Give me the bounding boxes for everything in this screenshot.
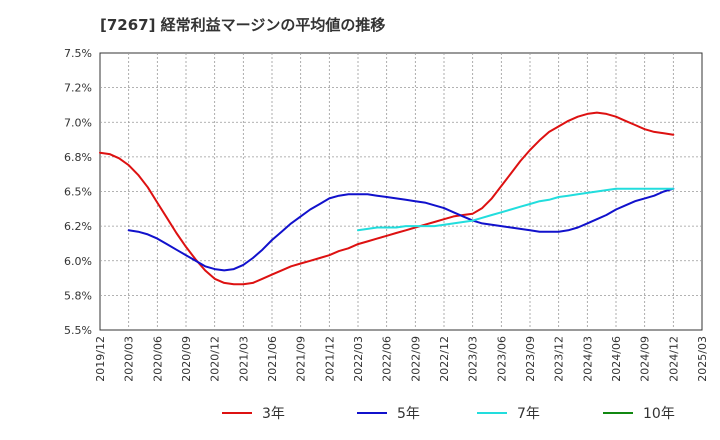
series-line-3年 — [99, 111, 675, 286]
series-line-7年 — [357, 187, 675, 232]
y-tick-label: 6.0% — [64, 255, 92, 268]
x-axis-ticks: 2019/12 2020/03 2020/06 2020/09 2020/12 2021/… — [94, 336, 709, 382]
x-tick-label: 2024/03 — [581, 336, 594, 382]
x-tick-label: 2024/12 — [667, 336, 680, 382]
x-tick-label: 2023/09 — [524, 336, 537, 382]
y-tick-label: 7.2% — [64, 82, 92, 95]
legend-label-10年: 10年 — [643, 406, 675, 422]
y-tick-label: 6.2% — [64, 220, 92, 233]
y-tick-label: 5.5% — [64, 324, 92, 337]
x-tick-label: 2022/03 — [352, 336, 365, 382]
series-line-5年 — [127, 187, 675, 272]
x-tick-label: 2022/09 — [409, 336, 422, 382]
x-tick-label: 2021/03 — [237, 336, 250, 382]
x-tick-label: 2021/06 — [266, 336, 279, 382]
x-tick-label: 2025/03 — [696, 336, 709, 382]
x-tick-label: 2024/09 — [639, 336, 652, 382]
x-tick-label: 2023/12 — [553, 336, 566, 382]
x-tick-label: 2020/12 — [209, 336, 222, 382]
y-axis-ticks: 5.5% 5.8% 6.0% 6.2% 6.5% 6.8% 7.0% 7.2% 7.5% — [64, 47, 92, 337]
x-tick-label: 2023/03 — [467, 336, 480, 382]
y-tick-label: 6.8% — [64, 151, 92, 164]
y-tick-label: 7.5% — [64, 47, 92, 60]
y-tick-label: 7.0% — [64, 116, 92, 129]
x-tick-label: 2020/06 — [151, 336, 164, 382]
grid — [100, 53, 702, 330]
x-tick-label: 2019/12 — [94, 336, 107, 382]
series-lines — [99, 111, 675, 286]
y-tick-label: 5.8% — [64, 289, 92, 302]
x-tick-label: 2021/12 — [323, 336, 336, 382]
legend-label-7年: 7年 — [517, 406, 540, 422]
x-tick-label: 2020/03 — [123, 336, 136, 382]
legend-label-3年: 3年 — [262, 406, 285, 422]
x-tick-label: 2021/09 — [295, 336, 308, 382]
x-tick-label: 2022/06 — [381, 336, 394, 382]
y-tick-label: 6.5% — [64, 186, 92, 199]
legend: 3年 5年 7年 10年 — [222, 406, 675, 422]
x-tick-label: 2020/09 — [180, 336, 193, 382]
x-tick-label: 2024/06 — [610, 336, 623, 382]
legend-label-5年: 5年 — [397, 406, 420, 422]
x-tick-label: 2022/12 — [438, 336, 451, 382]
x-tick-label: 2023/06 — [495, 336, 508, 382]
chart-title: [7267] 経常利益マージンの平均値の推移 — [100, 16, 385, 34]
